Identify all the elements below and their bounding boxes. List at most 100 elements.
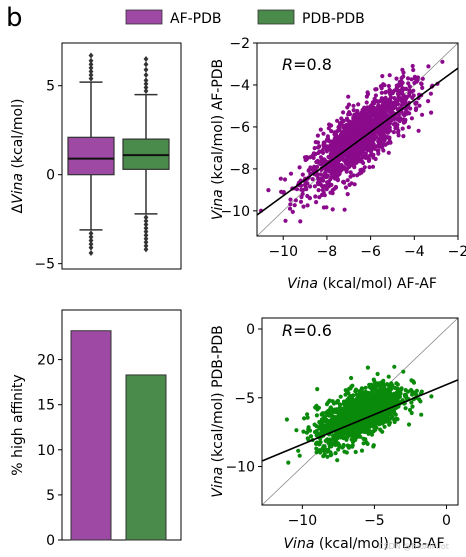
- scatter-point: [338, 139, 343, 144]
- scatter-point: [357, 400, 362, 406]
- scatter-point: [419, 412, 424, 417]
- panel-label: b: [6, 3, 23, 33]
- x-tick-label: −8: [317, 244, 338, 260]
- y-tick-label: −10: [220, 204, 250, 220]
- scatter-point: [327, 444, 332, 449]
- scatter-point: [420, 85, 425, 90]
- scatter-point: [383, 412, 389, 417]
- scatter-point: [319, 424, 324, 429]
- scatter-point: [330, 167, 336, 172]
- scatter-point: [325, 437, 330, 442]
- scatter-point: [406, 81, 411, 86]
- scatter-point: [307, 155, 313, 160]
- scatter-point: [379, 90, 384, 95]
- scatter-point: [370, 401, 375, 406]
- scatter-point: [395, 88, 401, 93]
- scatter-point: [315, 387, 320, 392]
- scatter-point: [339, 415, 344, 421]
- scatter-point: [344, 137, 349, 142]
- outlier-point: [88, 72, 94, 79]
- scatter-point: [386, 387, 391, 392]
- scatter-point: [329, 129, 334, 134]
- scatter-point: [393, 412, 398, 417]
- scatter-point: [395, 116, 400, 121]
- scatter-point: [368, 396, 373, 402]
- scatter-point: [315, 407, 320, 412]
- scatter-point: [411, 93, 416, 98]
- scatter-point: [335, 417, 340, 422]
- scatter-point: [297, 165, 302, 170]
- scatter-point: [321, 448, 326, 453]
- scatter-point: [393, 126, 398, 131]
- scatter-point: [379, 86, 384, 91]
- outlier-point: [143, 225, 149, 232]
- scatter-point: [337, 406, 342, 411]
- scatter-point: [369, 386, 374, 391]
- scatter-point: [338, 394, 343, 399]
- scatter-point: [341, 442, 346, 448]
- scatter-point: [407, 91, 412, 96]
- scatter-point: [404, 109, 410, 114]
- scatter-point: [292, 203, 297, 208]
- scatter-point: [399, 98, 404, 103]
- scatter-point: [358, 152, 363, 157]
- scatter-point: [326, 126, 331, 131]
- scatter-point: [341, 179, 346, 185]
- scatter-point: [387, 73, 392, 78]
- scatter-point: [315, 133, 320, 138]
- scatter-point: [341, 118, 346, 123]
- scatter-point: [348, 170, 353, 175]
- scatter-point: [392, 419, 397, 425]
- scatter-point: [403, 406, 408, 411]
- scatter-point: [346, 443, 351, 449]
- legend: AF-PDB PDB-PDB: [125, 9, 365, 27]
- scatter-point: [346, 396, 351, 401]
- scatter-point: [314, 450, 319, 455]
- scatter-point: [320, 148, 325, 153]
- scatter-point: [318, 127, 323, 132]
- scatter-point: [351, 393, 356, 398]
- scatter-point: [347, 110, 352, 115]
- scatter-point: [321, 444, 326, 449]
- scatter-point: [318, 155, 323, 160]
- scatter-point: [363, 151, 368, 156]
- scatter-point: [313, 194, 318, 199]
- y-tick-label: 5: [46, 79, 55, 95]
- r-annotation: R=0.8: [282, 55, 332, 74]
- scatter-point: [349, 147, 354, 152]
- scatter-point: [353, 389, 358, 394]
- scatter-point: [351, 119, 356, 124]
- scatter-point: [410, 404, 415, 409]
- scatter-point: [332, 439, 337, 444]
- scatter-point: [380, 98, 385, 103]
- scatter-point: [312, 184, 317, 189]
- scatter-point: [324, 205, 329, 210]
- scatter-point: [351, 108, 356, 113]
- y-axis-label: % high affinity: [10, 374, 26, 475]
- y-tick-label: 0: [46, 533, 55, 549]
- scatter-point: [342, 207, 347, 212]
- scatter-point: [300, 172, 305, 177]
- scatter-point: [411, 379, 416, 384]
- scatter-point: [338, 402, 343, 407]
- scatter-point: [399, 386, 404, 391]
- scatter-point: [362, 394, 367, 399]
- scatter-point: [344, 116, 350, 121]
- scatter-point: [331, 433, 336, 438]
- scatter-point: [371, 155, 376, 160]
- scatter-point: [314, 403, 319, 408]
- scatter-point: [401, 369, 406, 374]
- scatter-point: [288, 197, 293, 202]
- outlier-point: [143, 242, 149, 249]
- scatter-point: [328, 453, 333, 458]
- scatter-point: [411, 67, 416, 73]
- outlier-point: [88, 57, 94, 64]
- scatter-point: [305, 436, 310, 441]
- x-tick-label: −4: [404, 244, 425, 260]
- scatter-point: [286, 460, 291, 465]
- scatter-point: [417, 103, 422, 108]
- outlier-point: [88, 241, 94, 248]
- scatter-point: [380, 380, 385, 385]
- scatter-point: [376, 143, 381, 148]
- scatter-point: [341, 139, 346, 144]
